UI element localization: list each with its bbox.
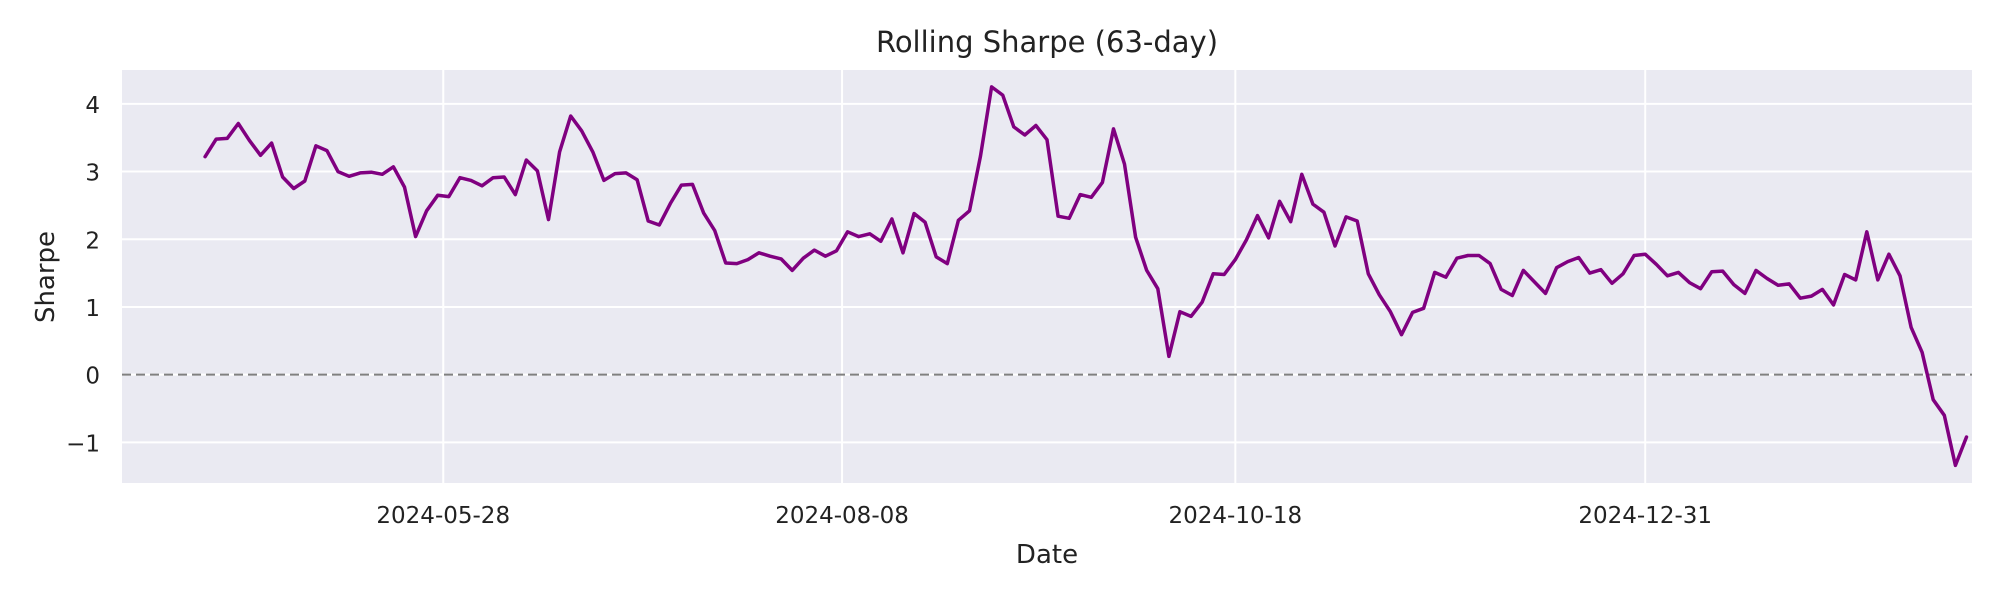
- x-tick-label: 2024-12-31: [1578, 503, 1712, 529]
- y-tick-labels: −1 0 1 2 3 4: [66, 93, 100, 458]
- x-axis-label: Date: [1016, 540, 1078, 570]
- x-tick-label: 2024-10-18: [1168, 503, 1302, 529]
- plot-area: [122, 70, 1972, 483]
- series-lines: [203, 85, 1969, 468]
- y-tick-label: 4: [85, 93, 100, 119]
- y-tick-label: 0: [85, 364, 100, 390]
- x-tick-label: 2024-08-08: [775, 503, 909, 529]
- y-tick-label: 3: [85, 161, 100, 187]
- x-tick-labels: 2024-05-28 2024-08-08 2024-10-18 2024-12-31: [376, 503, 1712, 529]
- y-axis-label: Sharpe: [31, 231, 61, 323]
- x-tick-label: 2024-05-28: [376, 503, 510, 529]
- chart-title: Rolling Sharpe (63-day): [876, 25, 1218, 59]
- y-tick-label: −1: [66, 431, 100, 457]
- series-line: [203, 85, 1969, 468]
- y-tick-label: 1: [85, 296, 100, 322]
- y-tick-label: 2: [85, 228, 100, 254]
